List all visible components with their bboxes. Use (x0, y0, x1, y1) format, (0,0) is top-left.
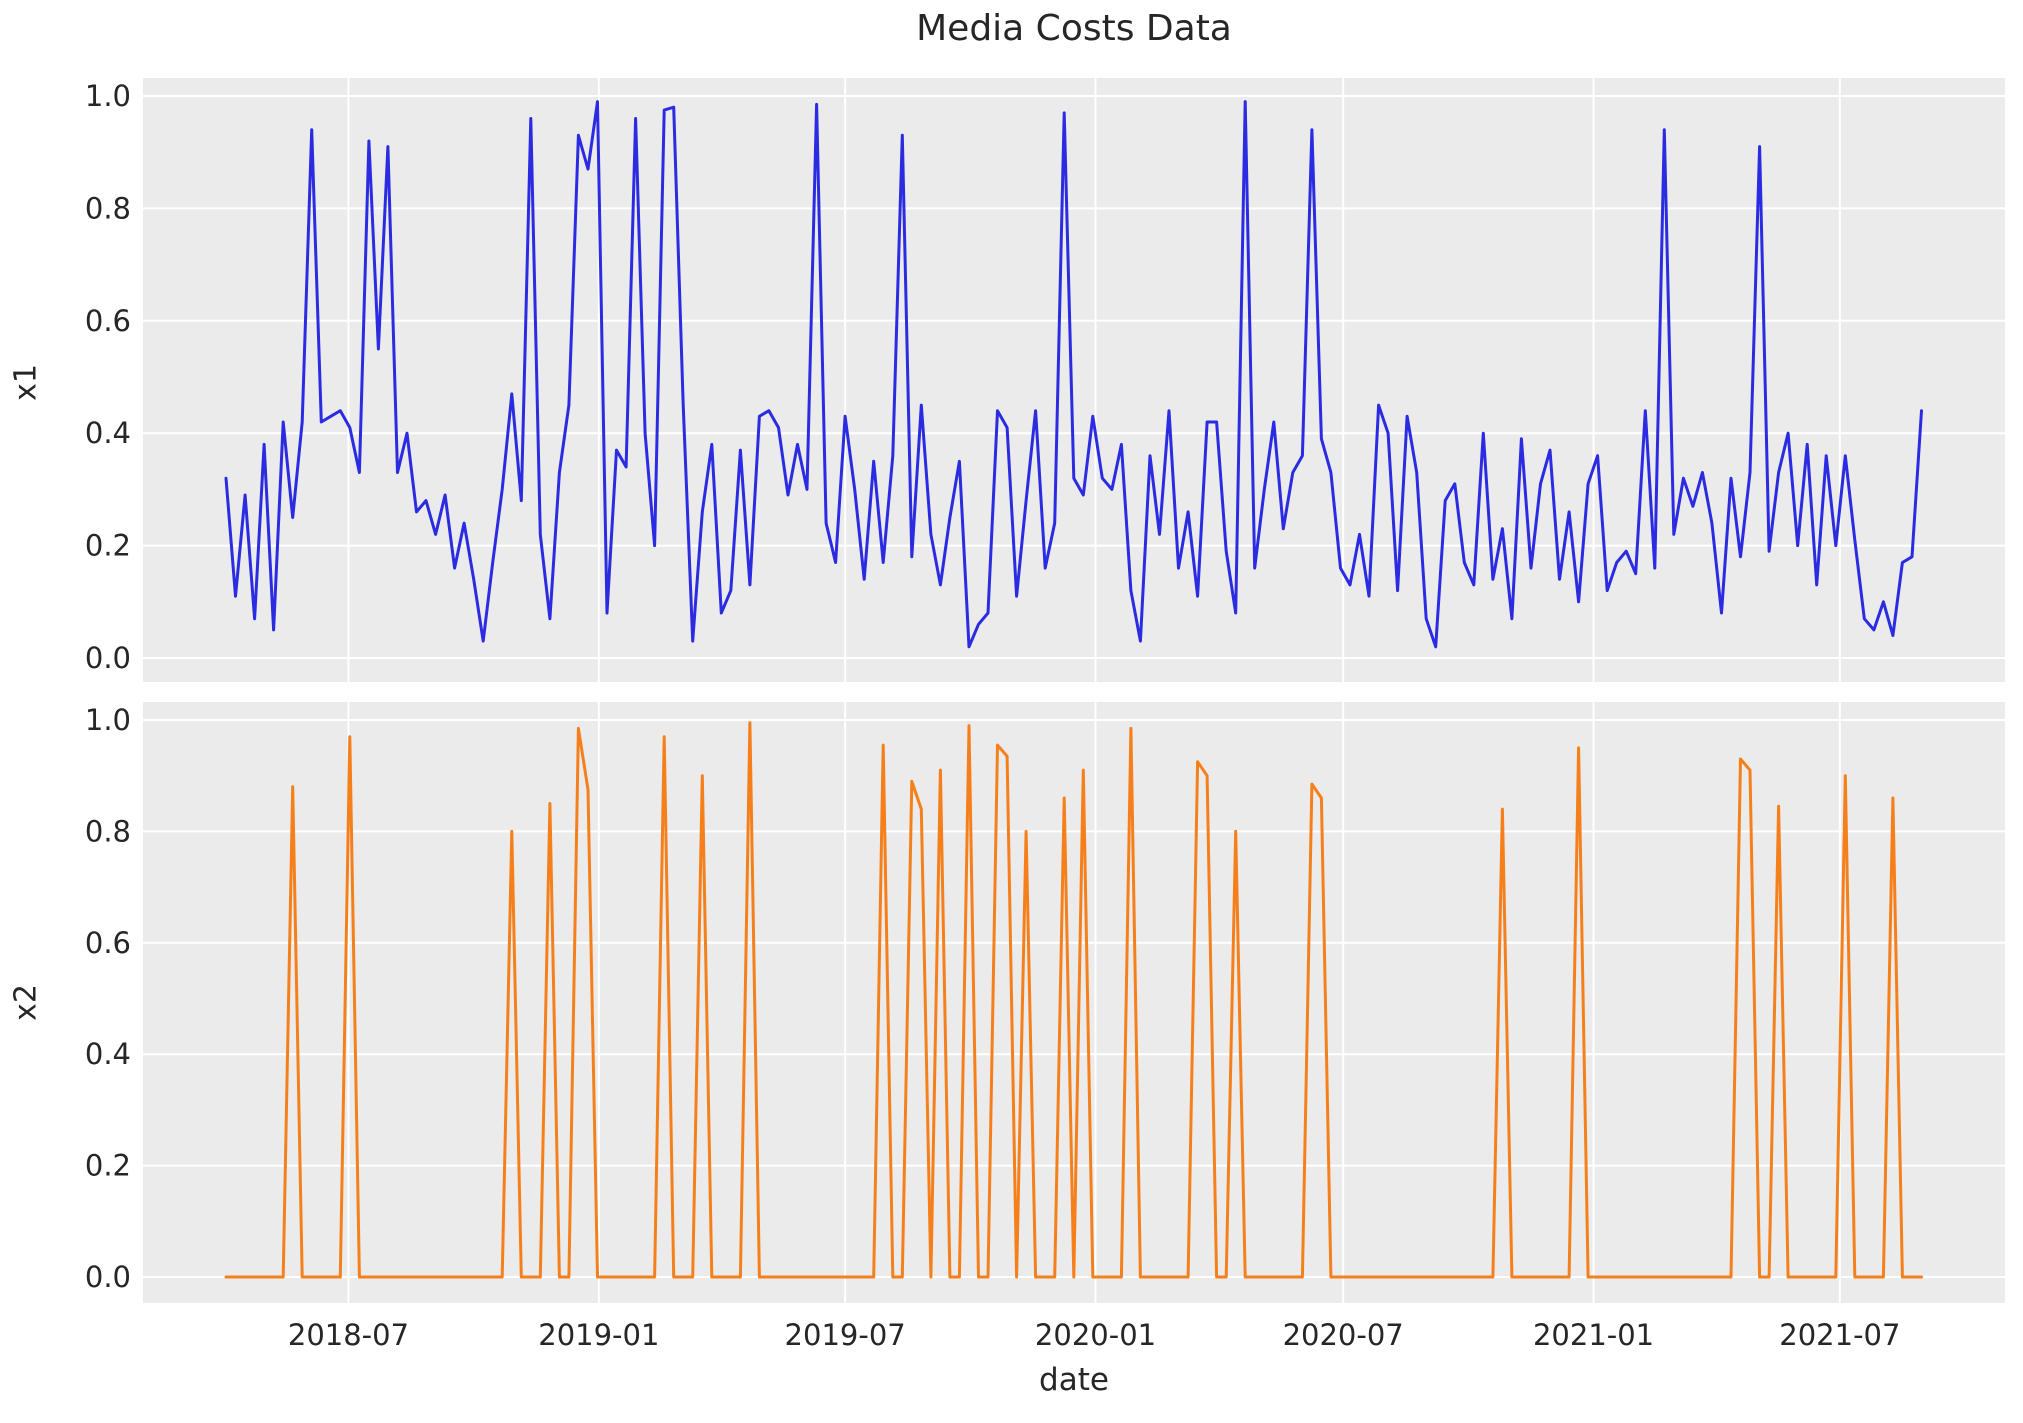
y-axis-label-x2: x2 (8, 984, 44, 1021)
y-tick-label-x1: 0.6 (85, 304, 131, 338)
y-tick-label-x1: 0.0 (85, 641, 131, 675)
y-tick-label-x2: 0.0 (85, 1260, 131, 1294)
x-tick-label-2021-07: 2021-07 (1779, 1318, 1900, 1352)
x-tick-label-2019-07: 2019-07 (785, 1318, 906, 1352)
x-tick-label-2020-01: 2020-01 (1035, 1318, 1156, 1352)
x-tick-label-2018-07: 2018-07 (288, 1318, 409, 1352)
x2-line (224, 721, 1923, 1279)
x-tick-label-2019-01: 2019-01 (538, 1318, 659, 1352)
chart-title: Media Costs Data (916, 8, 1232, 49)
y-tick-label-x2: 0.4 (85, 1037, 131, 1071)
x-tick-label-2021-01: 2021-01 (1533, 1318, 1654, 1352)
x1-line (224, 100, 1923, 649)
y-tick-label-x1: 0.2 (85, 529, 131, 563)
y-tick-label-x2: 1.0 (85, 703, 131, 737)
y-tick-label-x1: 1.0 (85, 79, 131, 113)
y-axis-label-x1: x1 (8, 364, 44, 401)
y-tick-label-x1: 0.8 (85, 191, 131, 225)
plot-area-x1 (143, 78, 2005, 682)
y-tick-label-x2: 0.8 (85, 814, 131, 848)
x-axis-label: date (1039, 1362, 1109, 1398)
y-tick-label-x1: 0.4 (85, 416, 131, 450)
y-tick-label-x2: 0.6 (85, 926, 131, 960)
x-tick-label-2020-07: 2020-07 (1283, 1318, 1404, 1352)
y-tick-label-x2: 0.2 (85, 1149, 131, 1183)
